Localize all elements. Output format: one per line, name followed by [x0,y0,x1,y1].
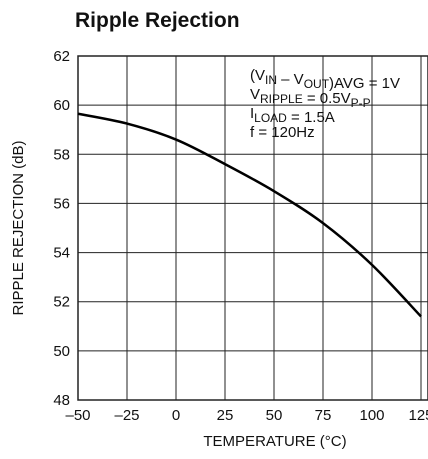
plot-frame [77,55,428,401]
y-tick-label: 60 [53,97,70,114]
annotation: ILOAD = 1.5A [250,105,335,126]
x-tick-label: 50 [266,407,283,424]
annotation-part: (V [250,67,265,84]
annotation-part: LOAD [254,111,287,125]
y-tick-label: 58 [53,146,70,163]
x-tick-label: –50 [65,407,90,424]
y-tick-label: 50 [53,343,70,360]
x-tick-label: 25 [217,407,234,424]
x-tick-label: 75 [315,407,332,424]
chart-title: Ripple Rejection [75,9,240,32]
annotation-part: OUT [304,77,330,91]
annotation: (VIN – VOUT)AVG = 1V [250,67,400,92]
y-tick-label: 56 [53,195,70,212]
x-axis-label: TEMPERATURE (°C) [203,433,346,450]
x-tick-label: –25 [114,407,139,424]
line [77,112,422,318]
annotation-part: RIPPLE [260,92,303,106]
annotation-part: – V [277,71,304,88]
y-tick-label: 62 [53,48,70,65]
annotation-part: f = 120Hz [250,124,315,141]
x-tick-label: 0 [172,407,180,424]
x-tick-label: 100 [359,407,384,424]
annotation-part: V [250,86,260,103]
annotation-part: P-P [351,96,371,110]
annotation-part: IN [265,73,277,87]
y-tick-label: 54 [53,245,70,262]
annotation-part: = 1.5A [287,109,335,126]
annotation-part: I [250,105,254,122]
x-tick-label: 125 [408,407,428,424]
annotation-part: = 0.5V [303,90,351,107]
annotation-part: )AVG = 1V [329,75,400,92]
annotation: VRIPPLE = 0.5VP-P [250,86,371,110]
y-tick-label: 48 [53,392,70,409]
y-axis-label: RIPPLE REJECTION (dB) [10,140,27,315]
annotation: f = 120Hz [250,124,315,141]
y-tick-label: 52 [53,294,70,311]
